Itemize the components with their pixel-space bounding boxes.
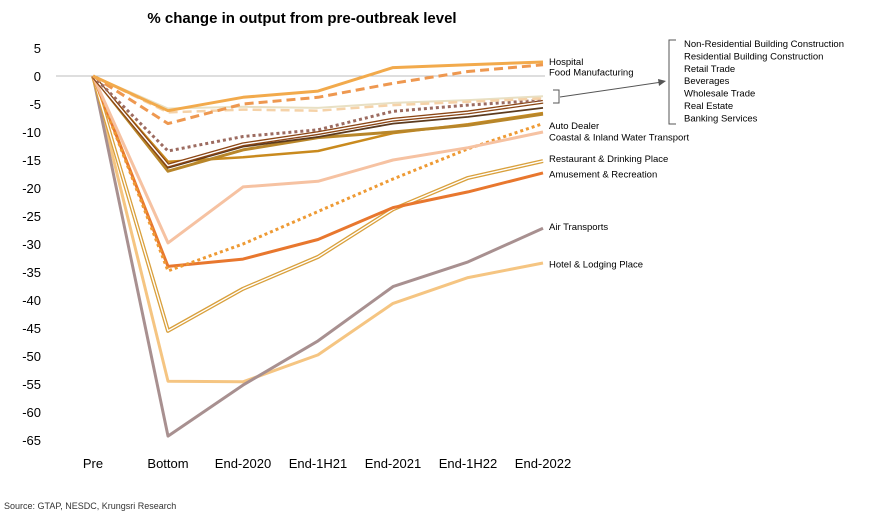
- series-line-amusement-recreation: [91, 75, 544, 268]
- series-line-path: [92, 60, 544, 113]
- series-line-hospital: [92, 60, 544, 113]
- x-tick-label: End-2020: [215, 456, 271, 471]
- series-label: Amusement & Recreation: [549, 170, 657, 181]
- bracket-arrow-head: [658, 79, 666, 86]
- series-line-path: [92, 75, 544, 110]
- y-tick-label: -45: [22, 321, 41, 336]
- bracket-series-label: Real Estate: [684, 101, 733, 112]
- series-line-non-residential-building-construction: [92, 74, 544, 114]
- bracket-series-label: Wholesale Trade: [684, 89, 755, 100]
- series-line-banking-services: [92, 75, 544, 163]
- x-tick-label: Pre: [83, 456, 103, 471]
- series-line-path: [92, 75, 544, 169]
- series-line-path: [91, 75, 544, 268]
- series-line-path: [92, 63, 544, 126]
- series-label: Hotel & Lodging Place: [549, 260, 643, 271]
- bracket-series-label: Beverages: [684, 76, 730, 87]
- series-label: Restaurant & Drinking Place: [549, 154, 668, 165]
- y-tick-label: -65: [22, 433, 41, 448]
- series-label: Air Transports: [549, 222, 608, 233]
- series-line-inner: [92, 75, 544, 167]
- y-tick-label: 0: [34, 69, 41, 84]
- series-line-path: [92, 75, 544, 163]
- y-tick-label: -25: [22, 209, 41, 224]
- series-line-path: [91, 75, 544, 245]
- series-label: Food Manufacturing: [549, 68, 634, 79]
- source-note: Source: GTAP, NESDC, Krungsri Research: [4, 501, 176, 511]
- series-layer: [91, 60, 544, 438]
- x-axis: Pre Bottom End-2020 End-1H21 End-2021 End-1H2…: [83, 456, 571, 471]
- bracket-small: [553, 89, 560, 104]
- y-tick-label: -20: [22, 181, 41, 196]
- series-line-path: [92, 74, 544, 114]
- y-tick-label: -55: [22, 377, 41, 392]
- y-tick-label: -30: [22, 237, 41, 252]
- series-line-path: [91, 74, 544, 153]
- series-line-food-manufacturing: [92, 63, 544, 126]
- y-tick-label: -15: [22, 153, 41, 168]
- series-line-air-transports: [91, 75, 544, 438]
- legend-bracket: [553, 39, 676, 125]
- y-tick-label: -35: [22, 265, 41, 280]
- bracket-series-label: Banking Services: [684, 113, 758, 124]
- bracket-series-label: Retail Trade: [684, 64, 735, 75]
- series-line-path: [91, 75, 544, 438]
- series-label: Coastal & Inland Water Transport: [549, 133, 689, 144]
- series-label: Auto Dealer: [549, 121, 599, 132]
- series-line-wholesale-trade: [92, 75, 544, 169]
- bracket-arrow-line: [559, 81, 663, 98]
- y-axis: 5 0 -5 -10 -15 -20 -25 -30 -35 -40 -45 -50 -55 -60 -65: [22, 41, 41, 448]
- y-tick-label: -60: [22, 405, 41, 420]
- y-tick-label: 5: [34, 41, 41, 56]
- bracket-shape: [668, 39, 676, 125]
- series-line-inner: [92, 75, 544, 332]
- series-line-restaurant-drinking-place: [91, 75, 544, 333]
- x-tick-label: End-2022: [515, 456, 571, 471]
- x-tick-label: Bottom: [147, 456, 188, 471]
- series-line-retail-trade: [91, 74, 544, 153]
- series-line-outer: [91, 75, 544, 333]
- x-tick-label: End-1H22: [439, 456, 498, 471]
- series-line-residential-building-construction: [92, 75, 544, 110]
- y-tick-label: -5: [29, 97, 41, 112]
- chart-title: % change in output from pre-outbreak lev…: [147, 10, 456, 27]
- series-line-coastal-inland-water-transport: [91, 75, 544, 245]
- series-line-beverages: [91, 74, 544, 168]
- series-label: Hospital: [549, 57, 583, 68]
- bracket-labels: Non-Residential Building ConstructionRes…: [684, 39, 844, 124]
- y-tick-label: -50: [22, 349, 41, 364]
- bracket-series-label: Residential Building Construction: [684, 51, 823, 62]
- series-line-hotel-lodging-place: [91, 75, 544, 384]
- x-tick-label: End-1H21: [289, 456, 348, 471]
- y-tick-label: -10: [22, 125, 41, 140]
- bracket-series-label: Non-Residential Building Construction: [684, 39, 844, 50]
- y-tick-label: -40: [22, 293, 41, 308]
- x-tick-label: End-2021: [365, 456, 421, 471]
- series-line-path: [91, 75, 544, 384]
